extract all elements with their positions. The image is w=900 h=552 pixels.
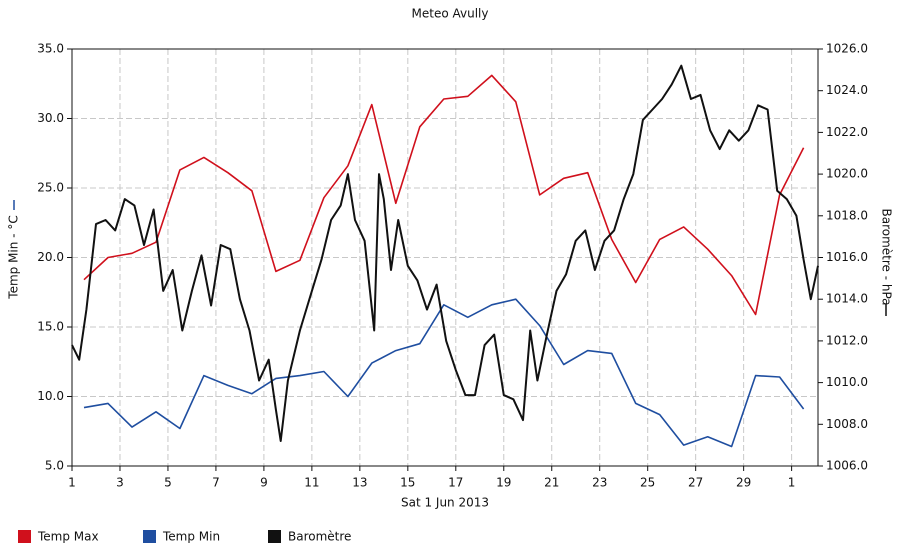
legend-label: Temp Min bbox=[162, 530, 220, 544]
y2-tick-label: 1016.0 bbox=[826, 250, 868, 264]
y2-tick-label: 1020.0 bbox=[826, 167, 868, 181]
x-tick-label: 21 bbox=[544, 476, 559, 490]
x-tick-label: 1 bbox=[788, 476, 796, 490]
x-tick-label: 13 bbox=[352, 476, 367, 490]
legend-label: Temp Max bbox=[37, 530, 99, 544]
legend-swatch bbox=[18, 530, 31, 543]
x-tick-label: 7 bbox=[212, 476, 220, 490]
y2-axis-label: Baromètre - hPa bbox=[880, 208, 894, 305]
y-tick-label: 15.0 bbox=[37, 320, 64, 334]
series-line bbox=[71, 64, 819, 442]
x-tick-label: 23 bbox=[592, 476, 607, 490]
x-tick-label: 19 bbox=[496, 476, 511, 490]
y2-tick-label: 1014.0 bbox=[826, 292, 868, 306]
y-tick-label: 10.0 bbox=[37, 389, 64, 403]
y2-tick-label: 1018.0 bbox=[826, 208, 868, 222]
y2-tick-label: 1006.0 bbox=[826, 459, 868, 473]
x-tick-label: 1 bbox=[68, 476, 76, 490]
x-tick-label: 29 bbox=[736, 476, 751, 490]
series-line bbox=[83, 74, 805, 316]
chart-title: Meteo Avully bbox=[412, 7, 489, 21]
y-tick-label: 20.0 bbox=[37, 250, 64, 264]
series-line bbox=[83, 298, 805, 448]
x-tick-label: 15 bbox=[400, 476, 415, 490]
y-tick-label: 5.0 bbox=[45, 459, 64, 473]
y2-tick-label: 1008.0 bbox=[826, 417, 868, 431]
plot-frame bbox=[71, 48, 819, 467]
legend-swatch bbox=[143, 530, 156, 543]
x-tick-label: 25 bbox=[640, 476, 655, 490]
y2-tick-label: 1010.0 bbox=[826, 375, 868, 389]
x-tick-label: 9 bbox=[260, 476, 268, 490]
y-axis-label: Temp Min - °C bbox=[7, 215, 21, 299]
legend-swatch bbox=[268, 530, 281, 543]
x-tick-label: 11 bbox=[304, 476, 319, 490]
y-tick-label: 35.0 bbox=[37, 42, 64, 56]
legend-label: Baromètre bbox=[288, 530, 351, 544]
y2-tick-label: 1012.0 bbox=[826, 333, 868, 347]
y2-tick-label: 1022.0 bbox=[826, 125, 868, 139]
y2-tick-label: 1024.0 bbox=[826, 83, 868, 97]
x-tick-label: 27 bbox=[688, 476, 703, 490]
y-tick-label: 30.0 bbox=[37, 111, 64, 125]
x-tick-label: 5 bbox=[164, 476, 172, 490]
x-axis-label: Sat 1 Jun 2013 bbox=[401, 496, 489, 510]
x-tick-label: 3 bbox=[116, 476, 124, 490]
y-tick-label: 25.0 bbox=[37, 181, 64, 195]
x-tick-label: 17 bbox=[448, 476, 463, 490]
y2-tick-label: 1026.0 bbox=[826, 42, 868, 56]
